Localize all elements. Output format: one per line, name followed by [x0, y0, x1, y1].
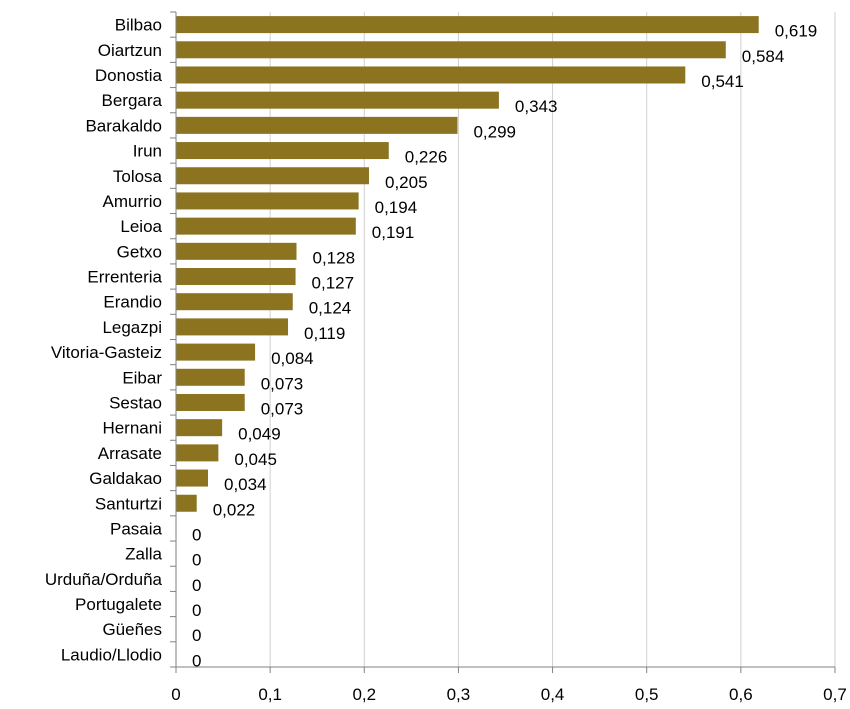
- x-tick-label: 0,3: [447, 685, 471, 704]
- value-label: 0,073: [261, 374, 304, 393]
- category-label: Santurtzi: [95, 494, 162, 513]
- value-label: 0,049: [238, 425, 281, 444]
- bar: [176, 419, 223, 437]
- value-label: 0,124: [309, 299, 352, 318]
- x-tick-label: 0,1: [258, 685, 282, 704]
- value-label: 0: [192, 651, 201, 670]
- category-label: Irun: [133, 142, 162, 161]
- category-label: Galdakao: [89, 469, 162, 488]
- category-label: Güeñes: [102, 620, 162, 639]
- category-label: Getxo: [117, 242, 162, 261]
- category-label: Bergara: [102, 91, 163, 110]
- bar: [176, 41, 726, 59]
- x-tick-label: 0,6: [729, 685, 753, 704]
- category-label: Bilbao: [115, 16, 162, 35]
- value-label: 0,022: [213, 500, 256, 519]
- value-label: 0,084: [271, 349, 314, 368]
- value-label: 0: [192, 626, 201, 645]
- value-label: 0,119: [304, 324, 345, 343]
- bar: [176, 494, 197, 512]
- bar: [176, 16, 759, 34]
- category-label: Portugalete: [75, 595, 162, 614]
- bar: [176, 167, 369, 185]
- bar: [176, 293, 293, 311]
- bar: [176, 242, 297, 260]
- category-label: Pasaia: [110, 519, 163, 538]
- category-label: Errenteria: [87, 268, 162, 287]
- value-label: 0: [192, 601, 201, 620]
- bar: [176, 318, 289, 336]
- bar: [176, 66, 686, 84]
- category-label: Hernani: [102, 419, 162, 438]
- category-label: Laudio/Llodio: [61, 645, 162, 664]
- axes: [170, 11, 836, 673]
- value-label: 0,205: [385, 173, 428, 192]
- value-label: 0,034: [224, 475, 267, 494]
- category-label: Eibar: [122, 368, 162, 387]
- x-tick-label: 0: [171, 685, 180, 704]
- value-label: 0,584: [742, 47, 785, 66]
- bar: [176, 393, 245, 411]
- category-label: Vitoria-Gasteiz: [51, 343, 162, 362]
- value-label: 0,299: [473, 122, 516, 141]
- x-tick-label: 0,7: [823, 685, 847, 704]
- value-label: 0,073: [261, 399, 304, 418]
- bar: [176, 116, 458, 134]
- bar: [176, 192, 359, 210]
- x-tick-labels: 0 0,1 0,2 0,3 0,4 0,5 0,6 0,7: [171, 685, 847, 704]
- category-label: Donostia: [95, 66, 163, 85]
- value-labels: 0,619 0,584 0,541 0,343 0,299 0,226 0,205 0,194…: [192, 22, 817, 671]
- bar: [176, 91, 499, 109]
- category-label: Arrasate: [98, 444, 162, 463]
- value-label: 0,191: [372, 223, 415, 242]
- category-label: Barakaldo: [85, 116, 162, 135]
- bar: [176, 268, 296, 286]
- bar: [176, 368, 245, 386]
- value-label: 0,541: [701, 72, 744, 91]
- value-label: 0,343: [515, 97, 558, 116]
- bar: [176, 469, 209, 487]
- category-label: Legazpi: [102, 318, 162, 337]
- value-label: 0,619: [775, 22, 818, 41]
- value-label: 0: [192, 525, 201, 544]
- category-labels: Bilbao Oiartzun Donostia Bergara Barakaldo Ir…: [45, 16, 163, 665]
- category-label: Amurrio: [102, 192, 162, 211]
- bar: [176, 217, 356, 235]
- bar: [176, 343, 256, 361]
- value-label: 0,045: [234, 450, 277, 469]
- bars: [176, 16, 759, 512]
- bar: [176, 444, 219, 462]
- category-label: Oiartzun: [98, 41, 162, 60]
- category-label: Leioa: [120, 217, 162, 236]
- bar: [176, 142, 389, 160]
- value-label: 0,127: [312, 274, 355, 293]
- x-tick-label: 0,2: [352, 685, 376, 704]
- x-tick-label: 0,5: [635, 685, 659, 704]
- category-label: Zalla: [125, 545, 162, 564]
- category-label: Tolosa: [113, 167, 163, 186]
- value-label: 0: [192, 551, 201, 570]
- category-label: Erandio: [103, 293, 162, 312]
- category-label: Sestao: [109, 393, 162, 412]
- value-label: 0: [192, 576, 201, 595]
- x-tick-label: 0,4: [541, 685, 565, 704]
- category-label: Urduña/Orduña: [45, 570, 163, 589]
- value-label: 0,128: [312, 248, 355, 267]
- value-label: 0,194: [375, 198, 418, 217]
- value-label: 0,226: [405, 148, 448, 167]
